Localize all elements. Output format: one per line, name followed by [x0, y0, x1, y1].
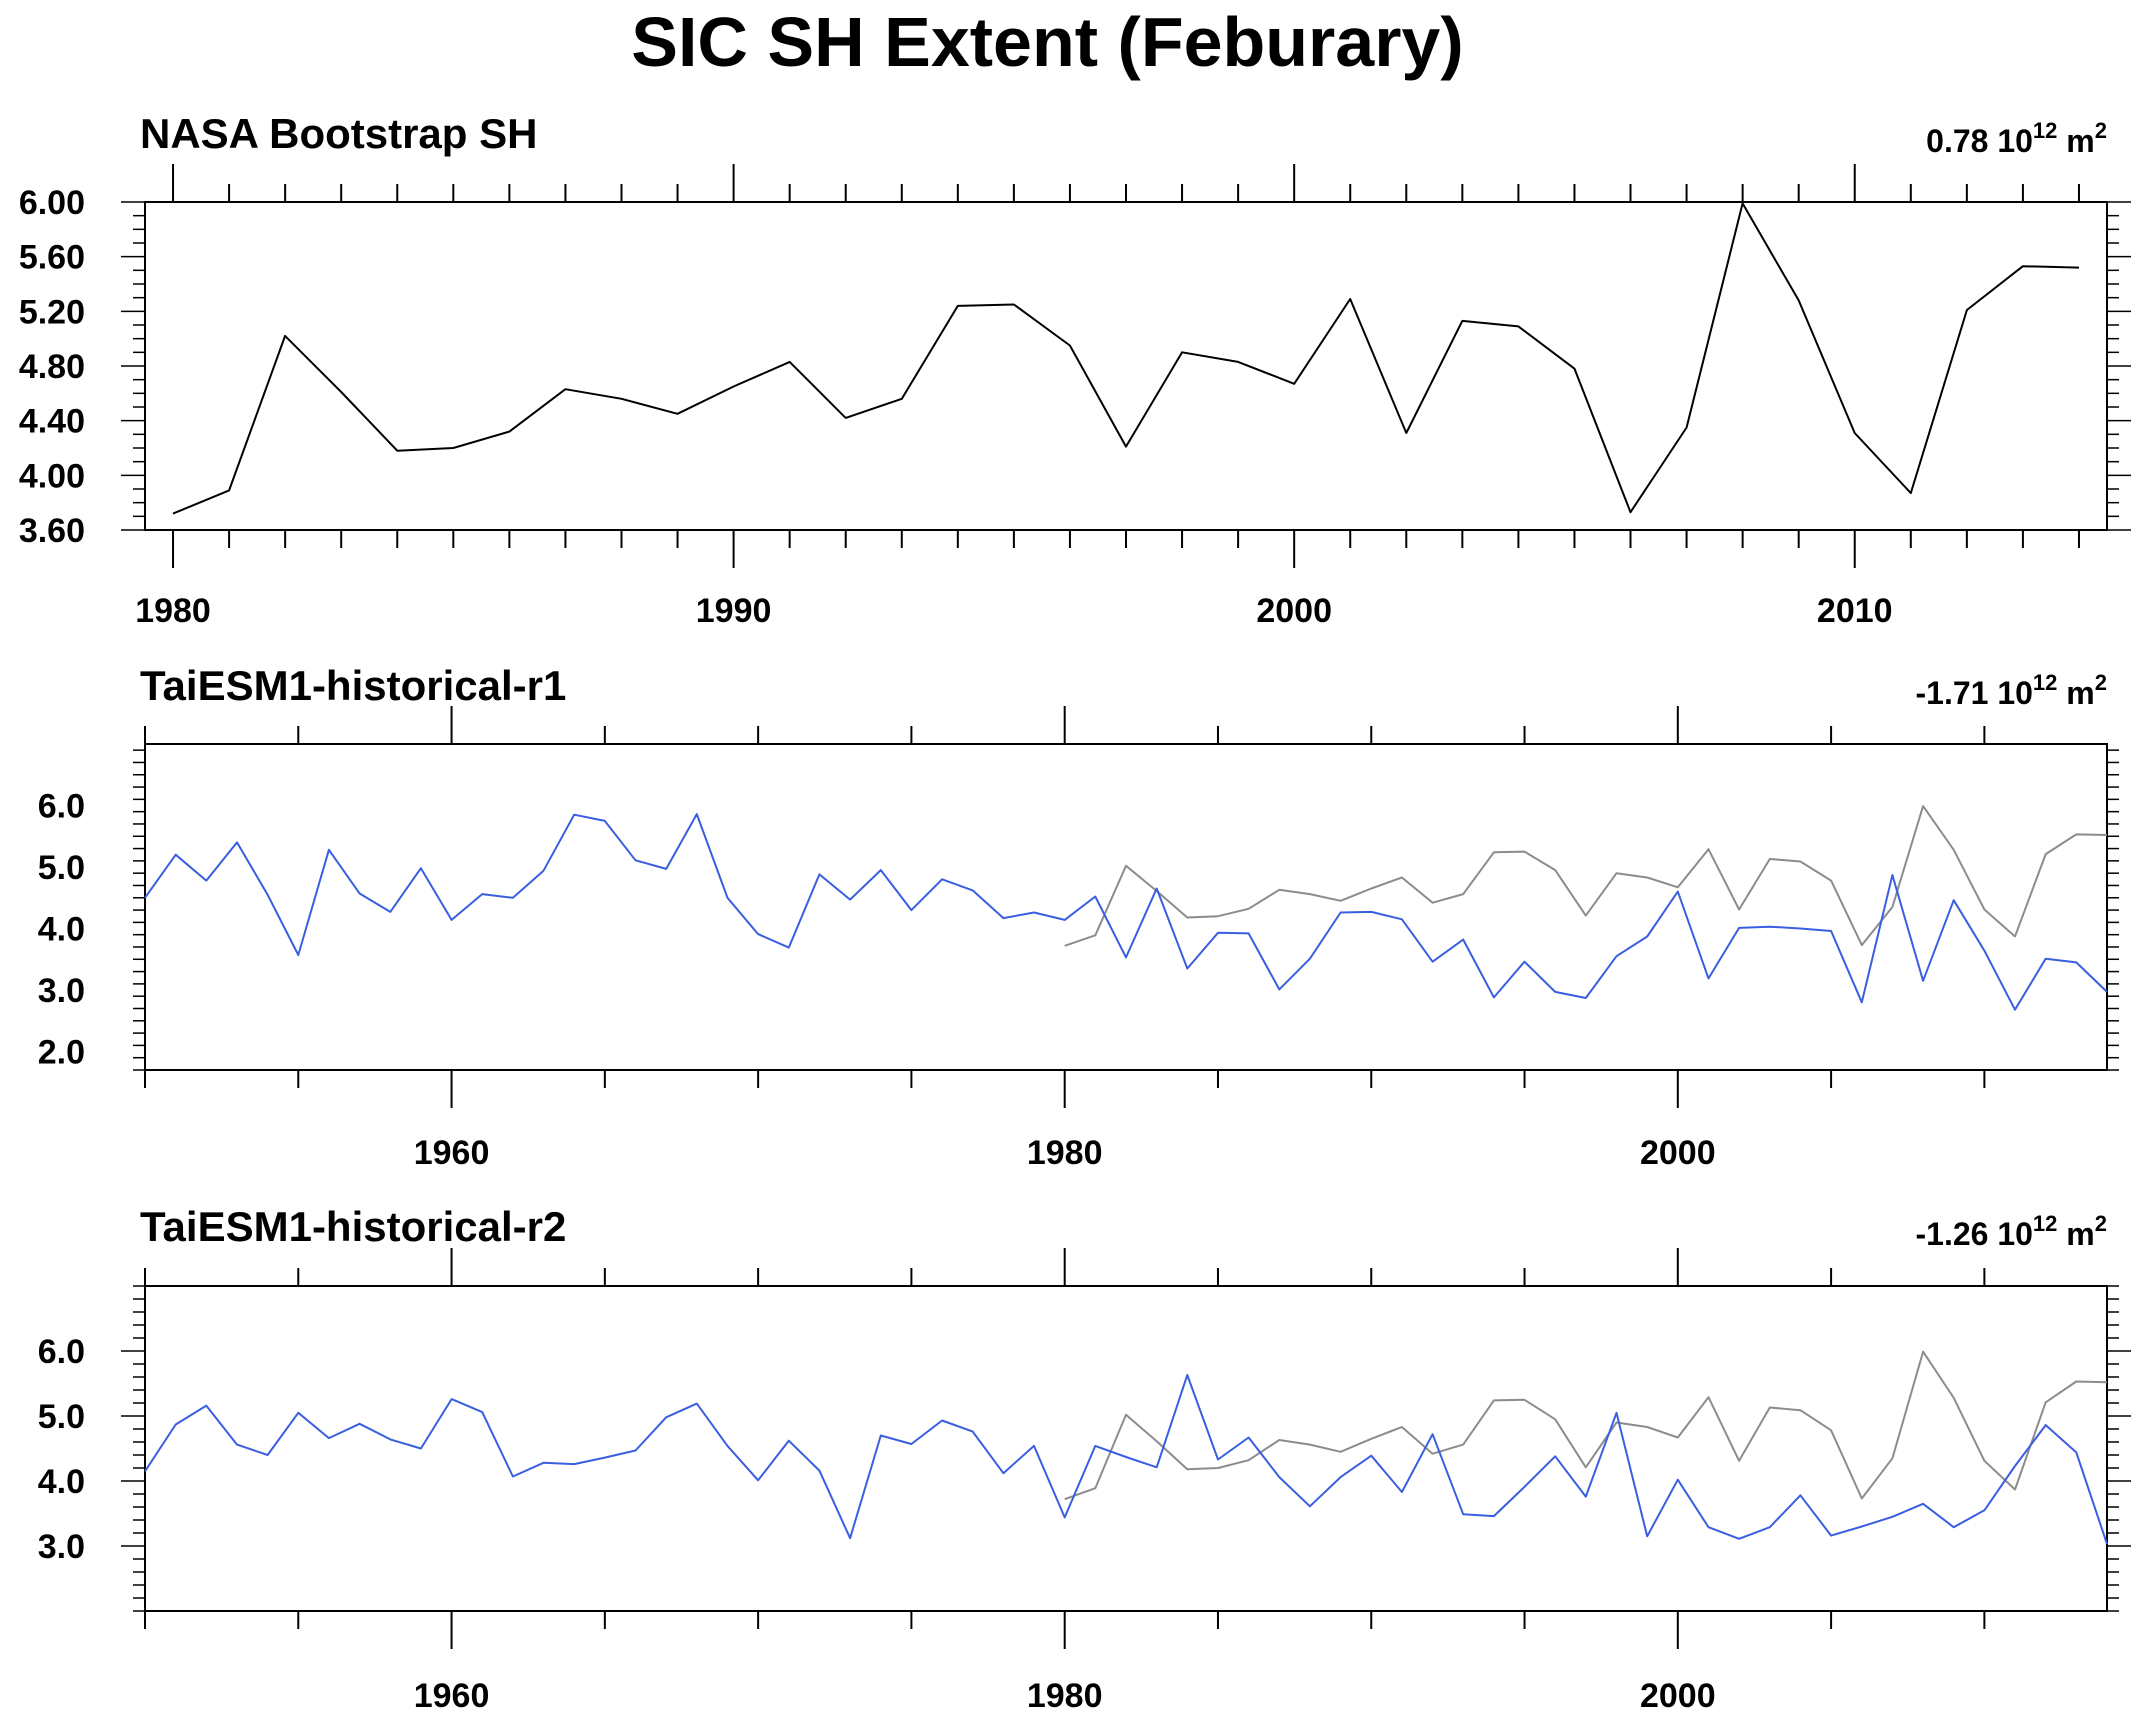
y-tick-label: 6.0	[38, 1333, 85, 1371]
x-tick-label: 2000	[1256, 592, 1332, 630]
y-tick-label: 5.0	[38, 849, 85, 887]
y-tick-label: 3.0	[38, 1528, 85, 1566]
y-tick-label: 4.0	[38, 911, 85, 949]
panel-title: TaiESM1-historical-r2	[140, 1203, 566, 1250]
series-line-observed	[172, 202, 2080, 515]
series-line-observed_ref	[1064, 1350, 2108, 1501]
x-tick-label: 1960	[414, 1677, 490, 1713]
y-tick-label: 4.00	[19, 457, 85, 495]
trend-label: -1.71 1012 m2	[1916, 670, 2108, 711]
x-tick-label: 1980	[1027, 1134, 1103, 1172]
x-tick-label: 2000	[1640, 1134, 1716, 1172]
panel-title: TaiESM1-historical-r1	[140, 662, 566, 709]
x-tick-label: 1980	[1027, 1677, 1103, 1713]
y-tick-label: 5.0	[38, 1398, 85, 1436]
plot-frame	[144, 743, 2108, 1071]
plot-frame	[144, 1285, 2108, 1612]
y-tick-label: 4.0	[38, 1463, 85, 1501]
x-tick-label: 2010	[1817, 592, 1893, 630]
y-tick-label: 4.80	[19, 348, 85, 386]
panel-taiesm1-r1: TaiESM1-historical-r1 -1.71 1012 m2 1960 19…	[38, 662, 2119, 1172]
series-line-model	[144, 813, 2108, 1011]
y-tick-label: 5.20	[19, 293, 85, 331]
trend-label: -1.26 1012 m2	[1916, 1211, 2108, 1252]
figure-title: SIC SH Extent (Feburary)	[631, 3, 1464, 81]
plot-frame	[144, 201, 2108, 531]
y-tick-label: 5.60	[19, 239, 85, 277]
y-tick-label: 6.0	[38, 788, 85, 826]
x-tick-label: 1980	[135, 592, 211, 630]
y-tick-label: 4.40	[19, 403, 85, 441]
y-tick-label: 3.0	[38, 972, 85, 1010]
x-tick-label: 1990	[696, 592, 772, 630]
panel-nasa-bootstrap: NASA Bootstrap SH 0.78 1012 m2 1980 1990 200…	[19, 110, 2131, 630]
series-line-observed_ref	[1064, 805, 2108, 947]
x-tick-label: 1960	[414, 1134, 490, 1172]
panel-title: NASA Bootstrap SH	[140, 110, 537, 157]
y-tick-label: 2.0	[38, 1034, 85, 1072]
x-tick-label: 2000	[1640, 1677, 1716, 1713]
trend-label: 0.78 1012 m2	[1926, 118, 2107, 159]
y-tick-label: 3.60	[19, 512, 85, 550]
y-tick-label: 6.00	[19, 184, 85, 222]
panel-taiesm1-r2: TaiESM1-historical-r2 -1.26 1012 m2 1960 19…	[38, 1203, 2131, 1713]
series-line-model	[144, 1374, 2108, 1545]
